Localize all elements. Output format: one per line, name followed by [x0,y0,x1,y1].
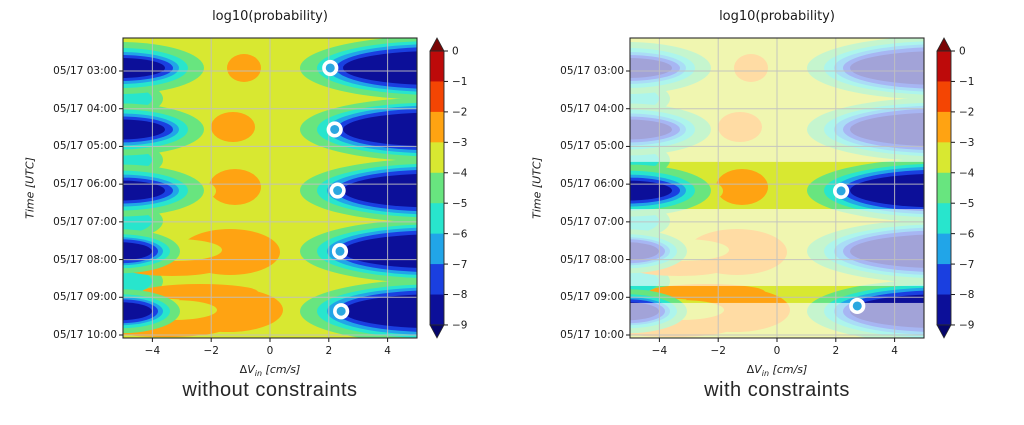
colorbar-tick-label: −9 [959,320,974,332]
x-tick-label: −4 [652,345,668,357]
plot-title-right: log10(probability) [719,9,835,24]
y-tick-label: 05/17 07:00 [53,215,117,228]
x-tick-label: 4 [891,345,898,357]
x-tick-label: −2 [710,345,725,357]
tick-marks [626,70,896,342]
colorbar-tick-label: −1 [959,76,974,88]
units-label: [cm/s] [772,363,808,376]
y-tick-label: 05/17 10:00 [53,328,117,341]
y-tick-label: 05/17 03:00 [560,65,624,77]
sample-marker [329,182,346,199]
colorbar-tick-label: −8 [959,289,974,301]
v-subscript: in [254,369,263,379]
x-tick-label: 4 [384,345,391,357]
y-tick-label: 05/17 04:00 [53,102,117,115]
x-axis-label-left: ΔVin [cm/s] [123,363,417,378]
colorbar-tick-label: −8 [452,289,467,301]
colorbar-tick-label: −4 [959,167,975,179]
x-tick-label: 2 [325,345,332,357]
y-tick-label: 05/17 04:00 [560,102,624,115]
colorbar-tick-label: −2 [452,107,467,119]
colorbar-tick-label: −2 [959,107,974,119]
y-tick-label: 05/17 09:00 [53,291,117,304]
colorbar-tick-label: −5 [959,198,974,210]
colorbar-tick-label: 0 [959,46,966,58]
sample-marker [849,297,866,315]
colorbar-tick-label: −7 [959,259,974,271]
y-tick-label: 05/17 08:00 [53,253,117,266]
y-tick-label: 05/17 07:00 [560,215,624,228]
sample-marker [326,121,343,138]
gridlines [630,38,924,338]
y-tick-label: 05/17 03:00 [53,65,117,77]
sample-marker [331,243,349,260]
colorbar-tick-label: −3 [452,137,467,149]
colorbar-tick-label: −4 [452,167,468,179]
sample-marker [333,303,350,320]
contour-field-left [123,38,417,338]
colorbar [936,50,952,326]
v-symbol: V [754,363,762,376]
panel-right: −4 −2 0 2 4 0 −1 −2 −3 −4 −5 −6 −7 −8 −9 [626,37,975,357]
units-label: [cm/s] [265,363,301,376]
x-axis-label-right: ΔVin [cm/s] [630,363,924,378]
sample-marker [322,59,339,77]
y-tick-label: 05/17 10:00 [560,328,624,341]
y-tick-label: 05/17 05:00 [560,140,624,153]
x-tick-label: −2 [203,345,218,357]
x-tick-label: 0 [267,345,274,357]
colorbar-tick-label: −6 [452,228,468,240]
y-tick-label: 05/17 09:00 [560,291,624,304]
colorbar-tick-label: 0 [452,46,459,58]
delta-symbol: Δ [746,363,755,376]
v-subscript: in [761,369,770,379]
colorbar-tick-label: −3 [959,137,974,149]
gridlines [123,38,417,338]
x-tick-label: −4 [145,345,161,357]
sample-marker [832,182,850,200]
x-tick-label: 0 [774,345,781,357]
y-tick-label: 05/17 06:00 [560,178,624,191]
panel-left: −4 −2 0 2 4 0 −1 −2 −3 −4 −5 −6 −7 −8 −9 [119,37,468,357]
caption-right: with constraints [704,379,850,401]
contour-field-right [630,38,924,338]
x-tick-label: 2 [832,345,839,357]
tick-marks [119,70,389,342]
y-tick-label: 05/17 05:00 [53,140,117,153]
colorbar-tick-label: −5 [452,198,467,210]
delta-symbol: Δ [239,363,248,376]
colorbar [429,50,445,326]
caption-left: without constraints [182,379,358,401]
v-symbol: V [247,363,255,376]
plot-title-left: log10(probability) [212,9,328,24]
y-tick-label: 05/17 06:00 [53,178,117,191]
colorbar-tick-label: −6 [959,228,975,240]
y-tick-label: 05/17 08:00 [560,253,624,266]
colorbar-tick-label: −9 [452,320,467,332]
colorbar-tick-label: −7 [452,259,467,271]
colorbar-tick-label: −1 [452,76,467,88]
